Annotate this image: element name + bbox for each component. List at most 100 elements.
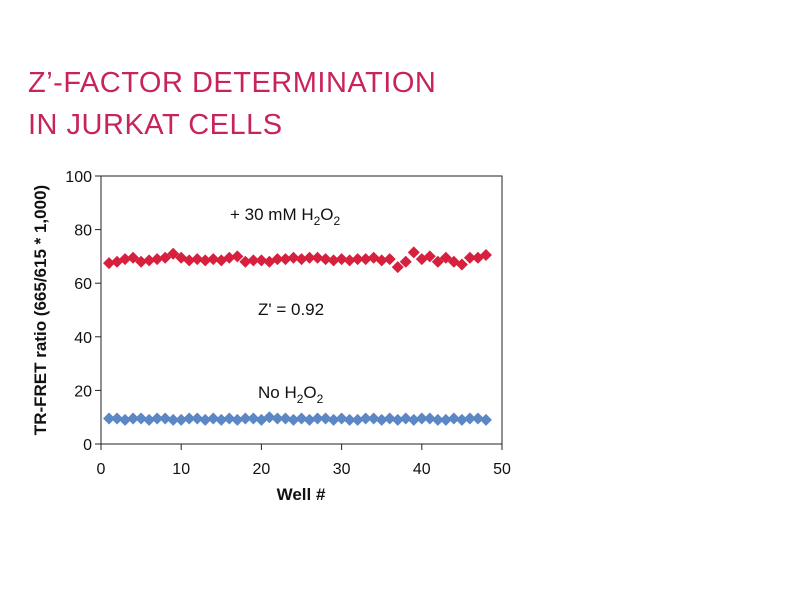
- untreated-point: [463, 412, 476, 425]
- treated-point: [207, 253, 220, 266]
- untreated-point: [271, 412, 284, 425]
- treated-point: [199, 254, 212, 267]
- y-tick-label: 80: [74, 223, 92, 240]
- treated-point: [223, 251, 236, 264]
- treated-point: [295, 253, 308, 266]
- annotation-treated: + 30 mM H2O2: [230, 205, 341, 228]
- treated-point: [455, 258, 468, 271]
- treated-point: [327, 254, 340, 267]
- untreated-point: [199, 413, 212, 426]
- treated-point: [167, 247, 180, 260]
- treated-point: [351, 253, 364, 266]
- treated-point: [391, 261, 404, 274]
- treated-point: [143, 254, 156, 267]
- untreated-point: [287, 413, 300, 426]
- annotation-untreated-mid: O: [303, 383, 316, 402]
- untreated-point: [455, 413, 468, 426]
- untreated-point: [143, 413, 156, 426]
- y-tick-label: 20: [74, 383, 92, 400]
- treated-point: [103, 257, 116, 270]
- untreated-point: [351, 413, 364, 426]
- untreated-point: [279, 412, 292, 425]
- data-points: [103, 246, 492, 426]
- annotation-treated-sub1: 2: [314, 214, 321, 228]
- treated-point: [271, 253, 284, 266]
- treated-point: [383, 253, 396, 266]
- treated-point: [359, 253, 372, 266]
- untreated-point: [247, 412, 260, 425]
- untreated-point: [431, 413, 444, 426]
- y-axis-label: TR-FRET ratio (665/615 * 1,000): [31, 185, 50, 435]
- untreated-point: [447, 412, 460, 425]
- y-tick-label: 40: [74, 330, 92, 347]
- untreated-point: [167, 413, 180, 426]
- treated-point: [279, 253, 292, 266]
- untreated-point: [367, 412, 380, 425]
- untreated-point: [335, 412, 348, 425]
- untreated-point: [135, 412, 148, 425]
- annotation-treated-mid: O: [320, 205, 333, 224]
- annotation-zfactor: Z' = 0.92: [258, 300, 324, 319]
- untreated-point: [479, 413, 492, 426]
- treated-point: [319, 253, 332, 266]
- x-tick-label: 0: [97, 461, 106, 478]
- untreated-point: [159, 412, 172, 425]
- untreated-point: [207, 412, 220, 425]
- treated-point: [407, 246, 420, 259]
- x-tick-label: 40: [413, 461, 431, 478]
- plot-area-frame: [100, 175, 503, 445]
- treated-point: [255, 254, 268, 267]
- treated-point: [311, 251, 324, 264]
- annotation-untreated: No H2O2: [258, 383, 324, 406]
- untreated-point: [183, 412, 196, 425]
- untreated-point: [311, 412, 324, 425]
- untreated-point: [191, 412, 204, 425]
- y-tick-label: 60: [74, 276, 92, 293]
- untreated-point: [127, 412, 140, 425]
- untreated-point: [263, 411, 276, 424]
- annotation-untreated-prefix: No H: [258, 383, 297, 402]
- x-tick-label: 10: [172, 461, 190, 478]
- treated-point: [231, 250, 244, 263]
- treated-point: [191, 253, 204, 266]
- treated-point: [463, 251, 476, 264]
- treated-point: [303, 251, 316, 264]
- treated-point: [247, 254, 260, 267]
- untreated-point: [407, 413, 420, 426]
- treated-point: [399, 255, 412, 268]
- untreated-point: [295, 412, 308, 425]
- treated-point: [239, 255, 252, 268]
- treated-point: [127, 251, 140, 264]
- untreated-point: [239, 412, 252, 425]
- y-axis: 0 20 40 60 80 100: [65, 169, 101, 454]
- treated-point: [423, 250, 436, 263]
- untreated-point: [103, 412, 116, 425]
- untreated-point: [399, 412, 412, 425]
- treated-point: [375, 254, 388, 267]
- x-axis: 0 10 20 30 40 50: [97, 444, 511, 478]
- untreated-point: [375, 413, 388, 426]
- treated-point: [335, 253, 348, 266]
- x-axis-label: Well #: [277, 485, 326, 504]
- untreated-point: [319, 412, 332, 425]
- annotation-untreated-sub2: 2: [317, 392, 324, 406]
- x-tick-label: 50: [493, 461, 511, 478]
- untreated-point: [175, 413, 188, 426]
- untreated-point: [439, 413, 452, 426]
- treated-point: [439, 251, 452, 264]
- treated-point: [151, 253, 164, 266]
- title-line-2: IN JURKAT CELLS: [28, 109, 283, 141]
- y-tick-label: 0: [83, 437, 92, 454]
- treated-point: [287, 251, 300, 264]
- untreated-point: [383, 412, 396, 425]
- untreated-point: [391, 413, 404, 426]
- y-tick-label: 100: [65, 169, 92, 186]
- treated-point: [119, 253, 132, 266]
- x-tick-label: 30: [333, 461, 351, 478]
- untreated-point: [423, 412, 436, 425]
- x-tick-label: 20: [253, 461, 271, 478]
- untreated-point: [223, 412, 236, 425]
- treated-point: [479, 249, 492, 262]
- chart-title: Z’-FACTOR DETERMINATION IN JURKAT CELLS: [28, 62, 436, 146]
